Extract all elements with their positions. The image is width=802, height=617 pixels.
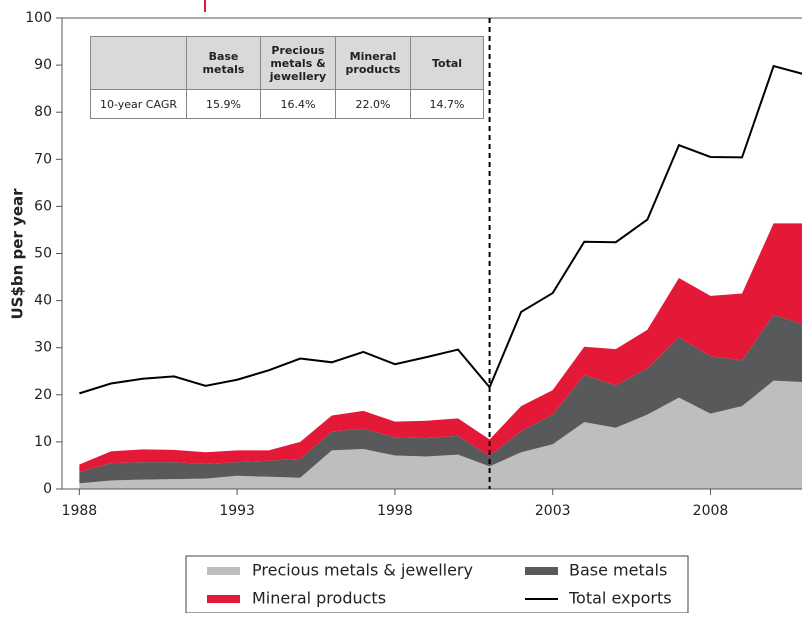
y-tick-label: 40 (34, 293, 52, 309)
x-tick-label: 1998 (377, 503, 413, 519)
y-tick-label: 100 (25, 10, 52, 26)
legend (185, 555, 689, 614)
cagr-table: Base metals Precious metals & jewellery Mi… (90, 36, 484, 119)
y-tick-label: 50 (34, 246, 52, 262)
legend-label: Mineral products (252, 589, 386, 608)
table-cell (90, 36, 187, 90)
table-cell: Precious metals & jewellery (260, 36, 336, 90)
table-row: 10-year CAGR 15.9% 16.4% 22.0% 14.7% (90, 89, 484, 119)
legend-swatch (207, 595, 240, 603)
area (79, 223, 802, 473)
area (79, 314, 802, 484)
table-cell: 22.0% (335, 89, 411, 119)
x-tick-label: 2003 (535, 503, 571, 519)
table-cell: Total (410, 36, 484, 90)
legend-label: Base metals (569, 561, 667, 580)
x-tick-label: 1988 (62, 503, 98, 519)
table-cell: 16.4% (260, 89, 336, 119)
table-cell: Mineral products (335, 36, 411, 90)
y-tick-label: 20 (34, 387, 52, 403)
table-cell: 15.9% (186, 89, 261, 119)
table-row: Base metals Precious metals & jewellery Mi… (90, 36, 484, 90)
y-tick-label: 60 (34, 198, 52, 214)
legend-label: Precious metals & jewellery (252, 561, 473, 580)
y-axis-label: US$bn per year (9, 188, 27, 320)
y-tick-label: 90 (34, 57, 52, 73)
plot (79, 64, 802, 489)
table-cell: Base metals (186, 36, 261, 90)
y-tick-label: 0 (43, 481, 52, 497)
y-tick-label: 80 (34, 104, 52, 120)
legend-swatch (525, 567, 558, 575)
line (79, 64, 802, 395)
area (79, 380, 802, 489)
y-tick-label: 70 (34, 151, 52, 167)
y-tick-label: 10 (34, 434, 52, 450)
legend-swatch (207, 567, 240, 575)
x-tick-label: 1993 (219, 503, 255, 519)
x-tick-label: 2008 (693, 503, 729, 519)
table-cell: 10-year CAGR (90, 89, 187, 119)
table-cell: 14.7% (410, 89, 484, 119)
y-tick-label: 30 (34, 340, 52, 356)
legend-label: Total exports (568, 589, 672, 608)
